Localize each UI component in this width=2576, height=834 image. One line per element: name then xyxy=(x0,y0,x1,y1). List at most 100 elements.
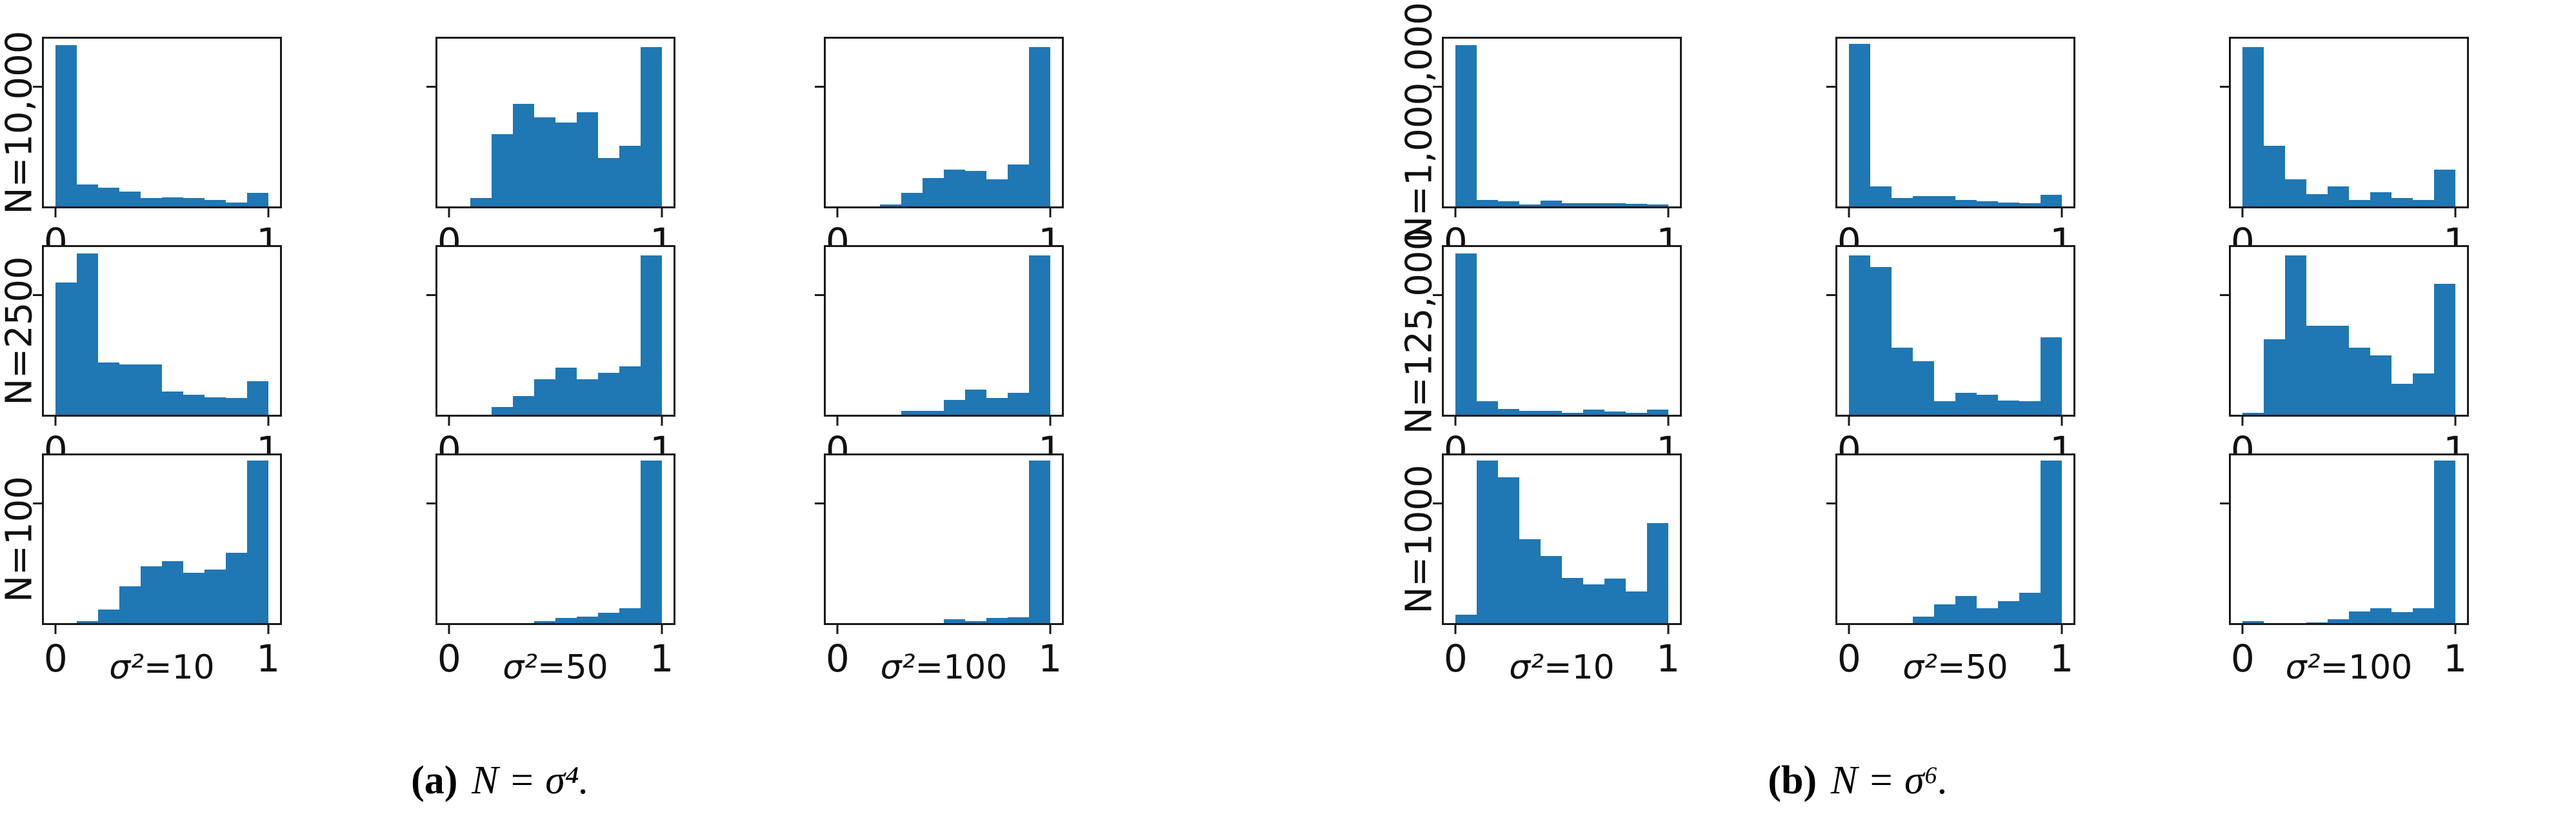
x-axis-tick xyxy=(661,417,663,426)
histogram-bar xyxy=(2433,460,2455,623)
histogram-bar xyxy=(1997,400,2019,415)
histogram-bar xyxy=(597,157,619,206)
row-label-b-2: N=1000 xyxy=(1398,464,1441,614)
histogram-bar xyxy=(513,104,535,206)
histogram-bar xyxy=(1604,203,1626,206)
histogram-bar xyxy=(901,410,923,415)
histogram-bar xyxy=(225,202,247,206)
histogram-bar xyxy=(2433,284,2455,415)
x-tick-label-0: 0 xyxy=(2230,637,2255,681)
histogram-bar xyxy=(2242,413,2264,415)
y-axis-tick xyxy=(426,502,435,504)
x-axis-tick xyxy=(2241,625,2244,634)
x-axis-tick xyxy=(836,208,839,217)
histogram-bar xyxy=(2040,194,2062,206)
x-tick-label-0: 0 xyxy=(825,637,850,681)
row-label-b-1: N=125,000 xyxy=(1398,227,1441,435)
caption-b-label: (b) xyxy=(1768,759,1817,802)
histogram-bar xyxy=(183,394,205,415)
histogram-bar xyxy=(986,179,1008,206)
y-axis-tick xyxy=(815,85,824,88)
x-axis-tick xyxy=(661,625,663,634)
histogram-bar xyxy=(944,169,965,206)
histogram-bar xyxy=(1976,201,1998,206)
histogram-bar xyxy=(1541,556,1562,623)
sigma-value: =10 xyxy=(144,648,215,687)
x-axis-tick xyxy=(1049,625,1052,634)
histogram-bar xyxy=(1955,596,1977,623)
histogram-bar xyxy=(2019,401,2041,415)
histogram-bar xyxy=(246,381,268,415)
histogram-bars xyxy=(449,455,662,623)
histogram-bar xyxy=(597,613,619,623)
col-label-a-2: σ²=100 xyxy=(881,648,1008,687)
histogram-bars xyxy=(837,247,1050,415)
x-axis-tick xyxy=(2061,417,2063,426)
histogram-bar xyxy=(1455,45,1477,206)
y-axis-tick xyxy=(33,502,42,504)
x-axis-tick xyxy=(2061,625,2063,634)
y-axis-tick xyxy=(2220,85,2229,88)
histogram-bar xyxy=(2349,199,2370,206)
histogram-bars xyxy=(55,455,268,623)
histogram-bar xyxy=(1625,413,1647,415)
histogram-bar xyxy=(1541,410,1562,415)
histogram-bar xyxy=(1849,43,1871,206)
histogram-bar xyxy=(880,204,902,206)
x-tick-label-0: 0 xyxy=(1837,637,1861,681)
x-axis-tick xyxy=(1667,208,1670,217)
x-tick-label-1: 1 xyxy=(256,637,281,681)
histogram-bar xyxy=(1913,616,1935,623)
x-tick-label-1: 1 xyxy=(2443,637,2468,681)
x-axis-tick xyxy=(267,417,270,426)
histogram-bar xyxy=(1498,201,1520,206)
histogram-bar xyxy=(1646,410,1668,415)
sigma-value: =100 xyxy=(915,648,1008,687)
row-label-a-1: N=2500 xyxy=(0,256,41,406)
histogram-bar xyxy=(1646,523,1668,623)
histogram-bar xyxy=(597,373,619,415)
sigma-value: =100 xyxy=(2320,648,2413,687)
x-axis-tick xyxy=(2061,208,2063,217)
histogram-bar xyxy=(2349,348,2370,415)
sigma-value: =10 xyxy=(1544,648,1615,687)
histogram-bars xyxy=(2242,39,2455,206)
histogram-bar xyxy=(1028,460,1050,623)
histogram-bar xyxy=(576,616,598,623)
x-axis-tick xyxy=(1454,625,1457,634)
sigma-symbol: σ² xyxy=(2285,648,2321,687)
histogram-bar xyxy=(964,390,986,415)
sigma-value: =50 xyxy=(537,648,608,687)
histogram-bar xyxy=(2328,186,2349,206)
histogram-bar xyxy=(619,366,641,415)
x-axis-tick xyxy=(1049,208,1052,217)
histogram-bar xyxy=(2264,339,2286,415)
histogram-bar xyxy=(1028,255,1050,415)
histogram-bar xyxy=(1498,408,1520,415)
histogram-bar xyxy=(141,198,162,206)
histogram-bar xyxy=(1976,394,1998,415)
sigma-symbol: σ² xyxy=(880,648,915,687)
histogram-bar xyxy=(923,177,944,206)
histogram-bar xyxy=(1955,199,1977,206)
histogram-bar xyxy=(2242,621,2264,623)
histogram-bar xyxy=(162,391,183,415)
histogram-bar xyxy=(77,621,99,623)
histogram-bar xyxy=(1934,196,1955,206)
histogram-bar xyxy=(1477,460,1499,623)
x-tick-label-0: 0 xyxy=(437,637,461,681)
histogram-bar xyxy=(1477,401,1499,415)
y-axis-tick xyxy=(1433,85,1442,88)
histogram-bar xyxy=(225,398,247,415)
histogram-bar xyxy=(534,621,555,623)
histogram-bar xyxy=(183,573,205,623)
y-axis-tick xyxy=(1826,293,1835,296)
histogram-bar xyxy=(492,407,514,415)
histogram-bar xyxy=(119,586,141,623)
x-axis-tick xyxy=(1454,208,1457,217)
x-axis-tick xyxy=(836,417,839,426)
col-label-b-2: σ²=100 xyxy=(2286,648,2413,687)
